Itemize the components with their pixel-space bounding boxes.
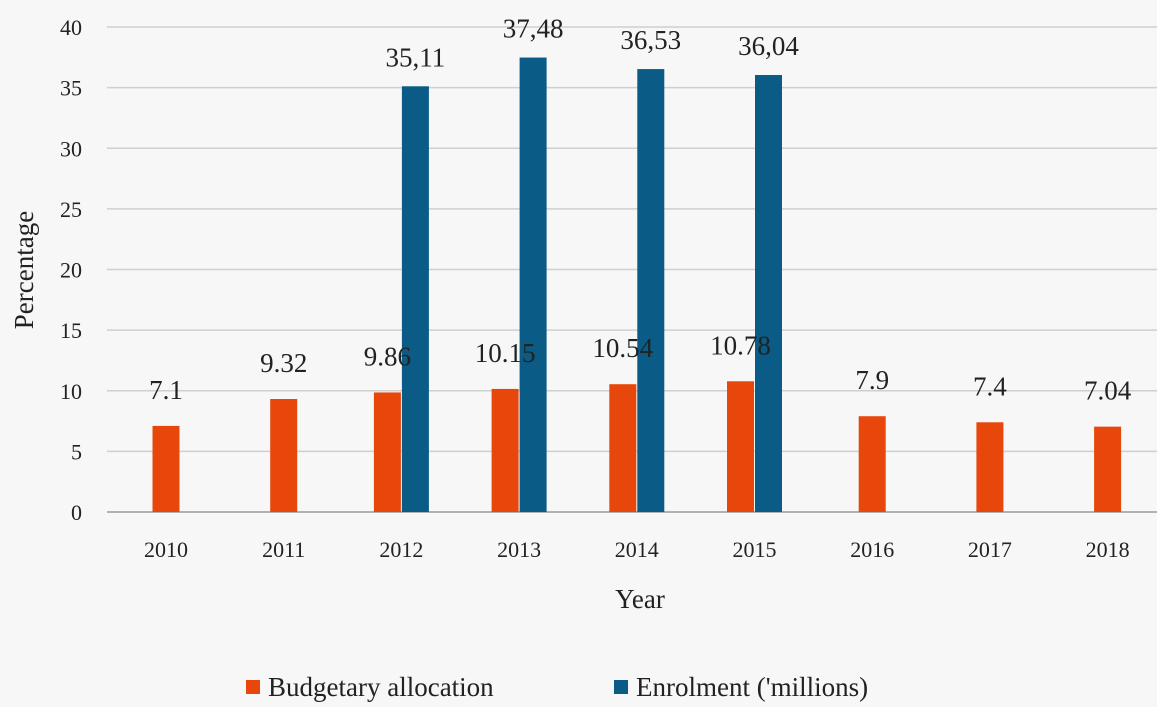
legend-swatch [246,680,260,694]
x-tick-label: 2018 [1086,537,1130,562]
data-label: 10.15 [475,338,536,368]
bar [519,57,547,513]
x-tick-label: 2011 [262,537,305,562]
data-label: 35,11 [386,42,446,72]
bar [755,75,782,512]
y-tick-label: 15 [60,318,82,343]
bar [727,381,754,512]
y-tick-label: 35 [60,76,82,101]
legend-swatch [614,680,628,694]
data-label: 36,53 [620,25,681,55]
legend-label: Enrolment ('millions) [636,672,868,702]
data-labels: 7.1 9.32 9.86 10.15 10.54 10.78 7.9 7.4 7.04 35,1… [149,14,1132,406]
data-label: 7.9 [855,365,889,395]
bar [609,384,637,512]
x-tick-label: 2010 [144,537,188,562]
x-axis-title: Year [615,584,665,614]
legend-label: Budgetary allocation [268,672,494,702]
y-tick-label: 5 [71,439,82,464]
data-label: 36,04 [738,31,799,61]
x-tick-label: 2017 [968,537,1012,562]
bar [637,69,665,512]
data-label: 10.78 [710,330,771,360]
bar [491,388,519,512]
bar [373,392,401,512]
y-axis-title: Percentage [9,211,39,329]
data-label: 7.04 [1084,376,1132,406]
data-label: 7.4 [973,371,1007,401]
y-tick-label: 40 [60,15,82,40]
bar [858,416,886,512]
y-axis-ticks: 0 5 10 15 20 25 30 35 40 [60,15,82,525]
data-label: 9.32 [260,348,307,378]
y-tick-label: 25 [60,197,82,222]
data-label: 7.1 [149,375,183,405]
y-tick-label: 20 [60,258,82,283]
x-axis-ticks: 2010 2011 2012 2013 2014 2015 2016 2017 2018 [144,537,1130,562]
legend: Budgetary allocation Enrolment ('millions… [246,672,868,702]
bar [1094,426,1122,512]
data-label: 37,48 [503,14,564,44]
bar [270,398,298,512]
x-tick-label: 2012 [379,537,423,562]
bar [152,425,180,512]
y-tick-label: 30 [60,136,82,161]
x-tick-label: 2014 [615,537,659,562]
y-tick-label: 10 [60,379,82,404]
y-tick-label: 0 [71,500,82,525]
bar [976,422,1004,512]
x-tick-label: 2016 [850,537,894,562]
x-tick-label: 2015 [733,537,777,562]
x-tick-label: 2013 [497,537,541,562]
bar [401,86,429,512]
bars [152,57,1122,513]
data-label: 9.86 [364,341,411,371]
data-label: 10.54 [592,333,653,363]
